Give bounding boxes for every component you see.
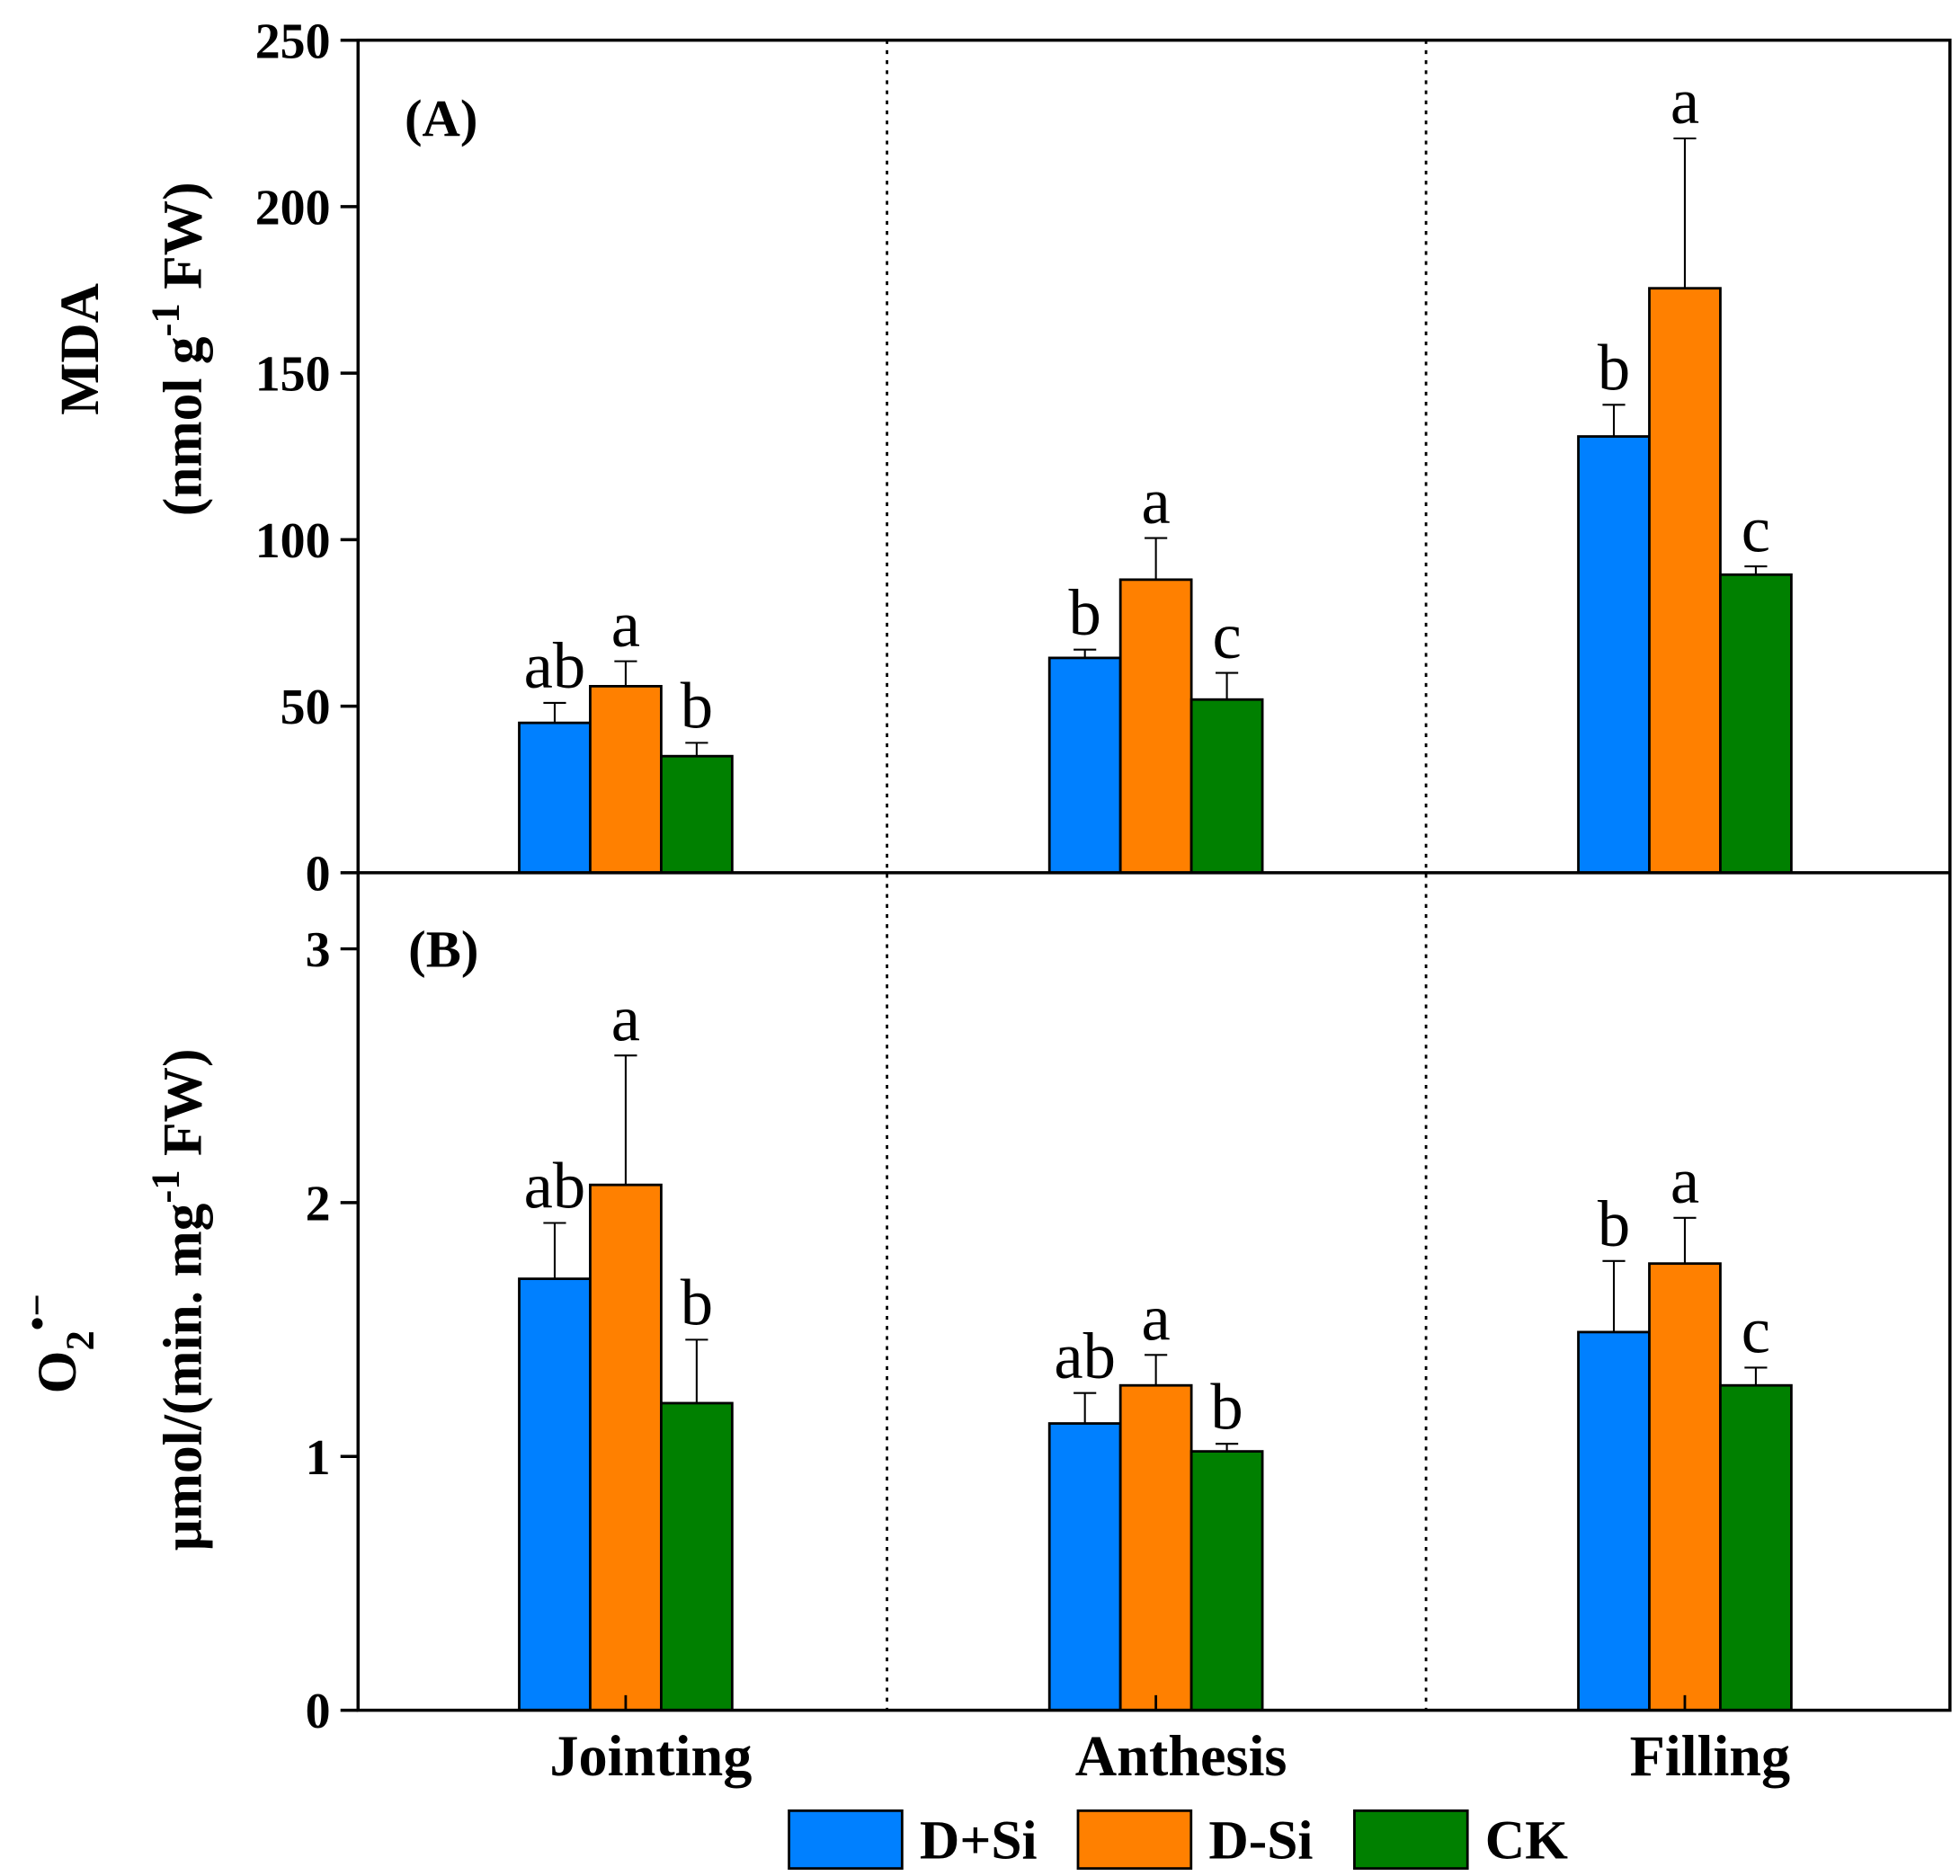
bar-a-dsi-filling	[1577, 435, 1651, 875]
significance-letter-a: c	[1742, 493, 1770, 565]
bar-b-dsi-jointing	[589, 1183, 663, 1712]
significance-letter-a: a	[1142, 465, 1171, 538]
x-tick-label: Jointing	[549, 1724, 752, 1788]
significance-letter-b: c	[1742, 1294, 1770, 1367]
bar-b-dsi-anthesis	[1118, 1383, 1193, 1712]
legend-label: CK	[1485, 1809, 1568, 1871]
y-tick-label-a: 150	[255, 347, 331, 403]
bar-a-ck-jointing	[660, 754, 734, 875]
y-tick-label-b: 1	[306, 1430, 331, 1486]
significance-letter-a: a	[1670, 65, 1699, 138]
legend-swatch	[1353, 1809, 1469, 1871]
legend-swatch	[788, 1809, 904, 1871]
significance-letter-b: b	[681, 1267, 713, 1339]
bar-a-dsi-filling	[1648, 287, 1722, 875]
panel-b-label: (B)	[408, 920, 478, 979]
y-tick-label-b: 3	[306, 922, 331, 978]
bar-a-dsi-jointing	[518, 721, 592, 875]
significance-letter-b: ab	[1054, 1320, 1116, 1392]
legend-swatch	[1076, 1809, 1193, 1871]
significance-letter-b: a	[611, 982, 640, 1054]
y-tick-label-b: 2	[306, 1176, 331, 1231]
significance-letter-b: a	[1142, 1282, 1171, 1355]
panel-a-ylabel-unit: (nmol g-1 FW)	[142, 182, 213, 516]
bar-b-dsi-anthesis	[1047, 1422, 1122, 1712]
plot-frame	[356, 38, 1952, 1712]
y-tick-label-b: 0	[306, 1684, 331, 1739]
bar-b-ck-jointing	[660, 1401, 734, 1712]
bar-b-dsi-filling	[1577, 1330, 1651, 1712]
significance-letter-a: ab	[524, 629, 586, 702]
plot-area: 050100150200250abbbaaabcc0123ababbaaabbc…	[255, 13, 1952, 1788]
significance-letter-a: b	[1069, 576, 1101, 649]
legend: D+Si D-Si CK	[788, 1809, 1568, 1871]
bar-a-dsi-anthesis	[1118, 578, 1193, 875]
x-tick-label: Anthesis	[1075, 1724, 1287, 1788]
bar-a-dsi-anthesis	[1047, 656, 1122, 875]
y-tick-label-a: 250	[255, 13, 331, 69]
bar-a-dsi-jointing	[589, 685, 663, 875]
significance-letter-a: c	[1212, 600, 1241, 672]
significance-letter-b: b	[1210, 1370, 1243, 1443]
significance-letter-b: b	[1598, 1187, 1630, 1260]
bar-a-ck-filling	[1719, 573, 1793, 875]
panel-a-label: (A)	[405, 89, 477, 147]
panel-a-ylabel-main: MDA	[49, 283, 111, 415]
y-tick-label-a: 200	[255, 180, 331, 236]
panel-b-ylabel-main: O2•−	[14, 1294, 102, 1393]
significance-letter-a: b	[681, 670, 713, 742]
legend-label: D+Si	[920, 1809, 1038, 1871]
significance-letter-b: ab	[524, 1150, 586, 1223]
x-tick-label: Filling	[1630, 1724, 1791, 1788]
y-tick-label-a: 100	[255, 513, 331, 569]
panel-b-ylabel-unit: μmol/(min. mg-1 FW)	[142, 1049, 213, 1551]
significance-letter-a: b	[1598, 332, 1630, 405]
significance-letter-b: a	[1670, 1144, 1699, 1217]
bar-b-dsi-jointing	[518, 1277, 592, 1712]
significance-letter-a: a	[611, 588, 640, 661]
bar-b-dsi-filling	[1648, 1262, 1722, 1712]
bar-b-ck-filling	[1719, 1383, 1793, 1712]
y-tick-label-a: 0	[306, 846, 331, 902]
legend-label: D-Si	[1208, 1809, 1313, 1871]
bar-b-ck-anthesis	[1189, 1450, 1264, 1712]
bar-a-ck-anthesis	[1189, 698, 1264, 875]
y-tick-label-a: 50	[281, 680, 331, 735]
